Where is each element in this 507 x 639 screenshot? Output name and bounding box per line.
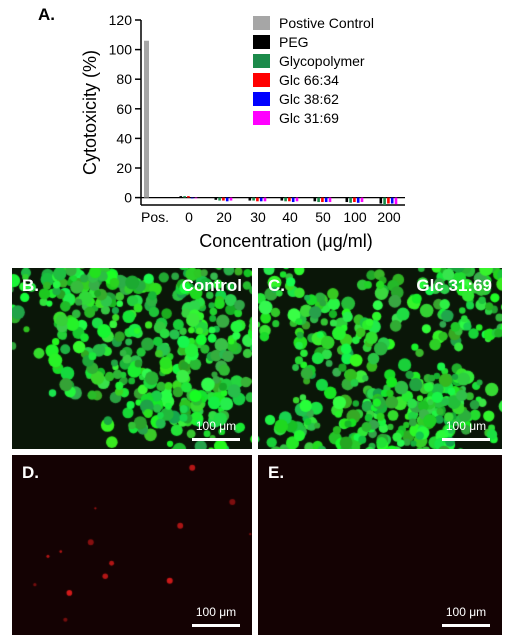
bar-peg [214,197,218,200]
bar-peg [379,197,383,204]
scale-bar-label: 100 μm [445,419,487,433]
y-tick-label: 100 [109,42,133,58]
figure-label-a: A. [38,5,55,24]
legend-label: Glc 31:69 [279,110,339,126]
bar-glc-38-62 [390,197,394,204]
bar-peg [345,197,349,203]
x-tick-label: 40 [282,209,298,225]
scale-bar: 100 μm [442,419,490,441]
bar-glc-31-69 [229,197,233,201]
bar-glc-31-69 [360,197,364,203]
scale-bar: 100 μm [192,605,240,627]
bar-glc-66-34 [288,197,291,202]
bar-glc-31-69 [295,197,299,202]
legend-label: Postive Control [279,15,374,31]
x-tick-label: 30 [250,209,266,225]
bar-glc-66-34 [187,196,190,198]
y-tick-label: 120 [109,12,133,28]
bar-glycopolymer [252,197,255,201]
scale-bar-label: 100 μm [195,419,237,433]
legend-swatch [253,73,270,87]
x-tick-label: 50 [315,209,331,225]
bar-glycopolymer [383,197,386,205]
scale-bar-line [442,624,490,627]
green-cells-image [12,268,252,449]
scale-bar-label: 100 μm [195,605,237,619]
bar-glycopolymer [183,196,186,198]
legend-swatch [253,111,270,125]
panel-c-glc-green: C. Glc 31:69 100 μm [258,268,502,449]
bar-glc-66-34 [222,197,225,201]
panel-title-control: Control [181,276,242,295]
legend-label: PEG [279,34,309,50]
x-tick-label: 100 [343,209,367,225]
red-cells-image [12,455,252,635]
x-tick-label: 20 [216,209,232,225]
x-tick-label: Pos. [141,209,169,225]
bar-glc-38-62 [190,197,194,199]
legend-label: Glc 38:62 [279,91,339,107]
bar-glc-66-34 [387,197,390,204]
panel-b-control-green: B. Control 100 μm [12,268,252,449]
bar-glc-38-62 [291,197,295,203]
legend-swatch [253,35,270,49]
scale-bar-line [192,624,240,627]
bar-glc-38-62 [225,197,229,202]
bar-glc-31-69 [328,197,332,203]
bar-glc-38-62 [259,197,263,202]
panel-letter-d: D. [22,463,39,482]
legend-swatch [253,16,270,30]
y-axis-label: Cytotoxicity (%) [80,50,100,175]
panel-e-glc-red: E. 100 μm [258,455,502,635]
y-tick-label: 40 [116,130,132,146]
green-cells-image [258,268,502,449]
bar-glc-66-34 [353,197,356,203]
scale-bar-line [442,438,490,441]
panel-letter-e: E. [268,463,285,482]
scale-bar: 100 μm [442,605,490,627]
panel-d-control-red: D. 100 μm [12,455,252,635]
red-cells-image [258,455,502,635]
panel-title-glc: Glc 31:69 [416,276,492,295]
y-tick-label: 0 [124,190,132,206]
y-tick-label: 20 [116,160,132,176]
x-tick-label: 200 [377,209,401,225]
bar-glycopolymer [317,197,320,203]
bar-glc-66-34 [321,197,324,203]
legend-label: Glc 66:34 [279,72,339,88]
bar-glc-31-69 [394,197,398,205]
bar-glycopolymer [349,197,352,203]
bar-glc-38-62 [324,197,328,203]
bar-glc-38-62 [356,197,360,203]
legend-swatch [253,92,270,106]
bar-peg [280,197,284,201]
x-tick-label: 0 [185,209,193,225]
bar-glycopolymer [284,197,287,202]
bar-glc-31-69 [194,197,198,199]
scale-bar-label: 100 μm [445,605,487,619]
panel-letter-b: B. [22,276,39,295]
cytotoxicity-chart: A. 0 20 40 60 80 100 120 Cytotoxicity (%) Pos. 0 20… [0,0,507,255]
chart-svg: A. 0 20 40 60 80 100 120 Cytotoxicity (%) Pos. 0 20… [38,5,405,251]
scale-bar: 100 μm [192,419,240,441]
bar-glc-66-34 [256,197,259,202]
legend-label: Glycopolymer [279,53,365,69]
x-axis-label: Concentration (μg/ml) [199,231,372,251]
y-tick-label: 80 [116,71,132,87]
panel-letter-c: C. [268,276,285,295]
legend-swatch [253,54,270,68]
bar-glc-31-69 [263,197,267,202]
bar-glycopolymer [218,197,221,201]
bar-peg [313,197,317,202]
bar-peg [179,196,183,198]
bar-peg [248,197,252,201]
y-tick-label: 60 [116,101,132,117]
bar-postive-control [144,40,149,198]
scale-bar-line [192,438,240,441]
